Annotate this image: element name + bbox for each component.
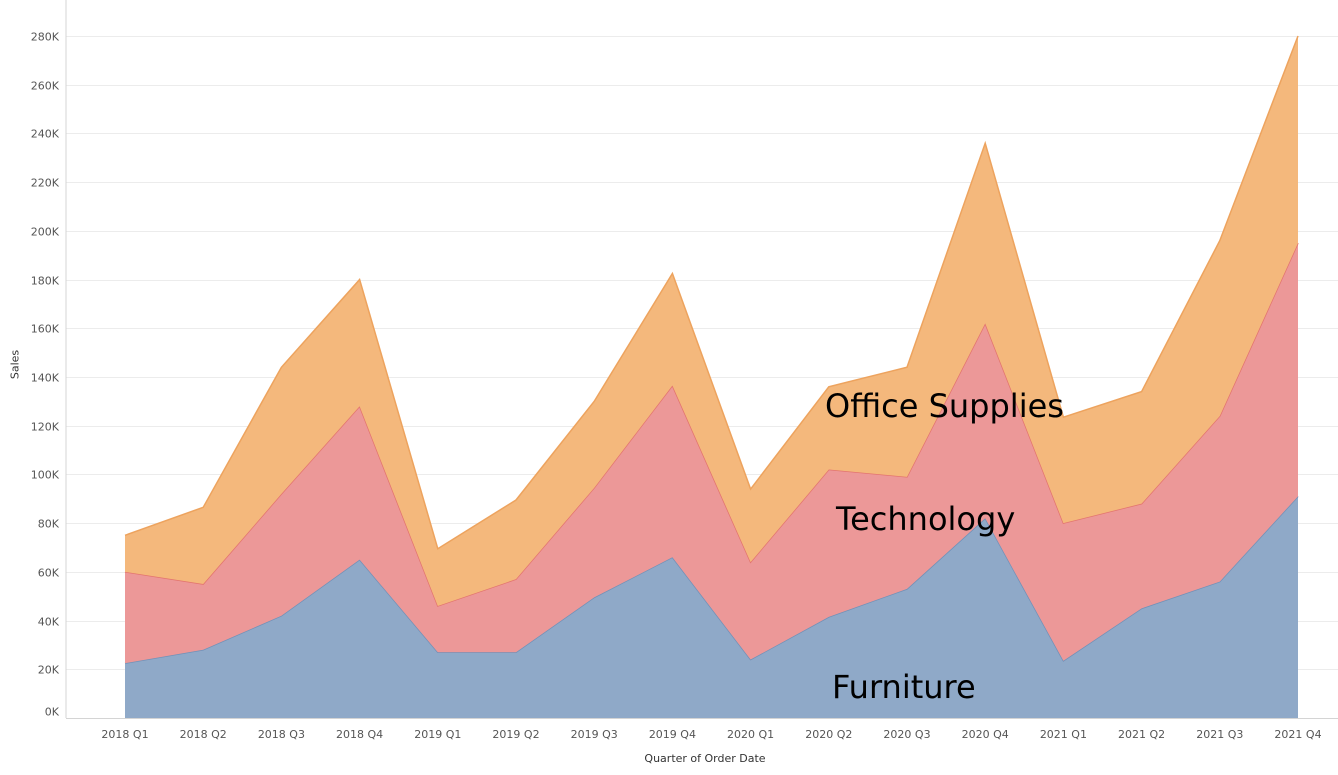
y-tick-label: 20K (38, 664, 60, 677)
y-tick-label: 40K (38, 616, 60, 629)
y-tick-label: 0K (45, 706, 60, 719)
y-tick-label: 260K (31, 80, 60, 93)
y-tick-label: 60K (38, 567, 60, 580)
series-label-office-supplies: Office Supplies (825, 387, 1064, 425)
y-tick-label: 280K (31, 31, 60, 44)
x-axis-label: Quarter of Order Date (644, 752, 766, 765)
x-tick-label: 2019 Q1 (414, 728, 461, 741)
area-office-supplies (125, 36, 1298, 606)
series-label-technology: Technology (836, 500, 1016, 538)
y-tick-label: 140K (31, 372, 60, 385)
y-tick-label: 80K (38, 518, 60, 531)
x-tick-label: 2021 Q3 (1196, 728, 1243, 741)
area-series (124, 35, 1299, 718)
x-tick-label: 2019 Q3 (571, 728, 618, 741)
area-technology (125, 243, 1298, 664)
x-tick-label: 2018 Q2 (180, 728, 227, 741)
area-furniture (125, 496, 1298, 718)
x-tick-label: 2020 Q1 (727, 728, 774, 741)
x-tick-label: 2021 Q2 (1118, 728, 1165, 741)
y-tick-label: 120K (31, 421, 60, 434)
series-label-furniture: Furniture (832, 668, 976, 706)
x-tick-label: 2019 Q4 (649, 728, 696, 741)
x-tick-label: 2018 Q4 (336, 728, 383, 741)
y-tick-label: 160K (31, 323, 60, 336)
y-tick-label: 220K (31, 177, 60, 190)
y-tick-label: 180K (31, 275, 60, 288)
x-tick-label: 2018 Q3 (258, 728, 305, 741)
line-furniture (124, 495, 1299, 664)
x-tick-label: 2020 Q2 (805, 728, 852, 741)
x-tick-label: 2020 Q4 (962, 728, 1009, 741)
x-tick-label: 2018 Q1 (101, 728, 148, 741)
y-tick-label: 240K (31, 128, 60, 141)
x-tick-label: 2020 Q3 (883, 728, 930, 741)
y-tick-label: 200K (31, 226, 60, 239)
axes: 0K 20K 40K 60K 80K 100K 120K 140K 160K 180K 200K 22… (31, 0, 1338, 741)
y-axis-label: Sales (8, 349, 22, 380)
x-tick-label: 2021 Q1 (1040, 728, 1087, 741)
y-tick-label: 100K (31, 469, 60, 482)
x-tick-label: 2021 Q4 (1274, 728, 1321, 741)
x-tick-label: 2019 Q2 (492, 728, 539, 741)
line-office-supplies (124, 35, 1299, 550)
